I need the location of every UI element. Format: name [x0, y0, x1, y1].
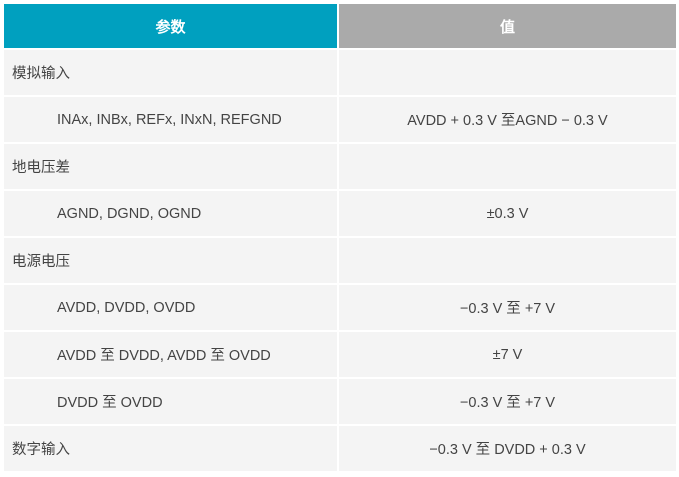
table-row: AGND, DGND, OGND ±0.3 V	[4, 191, 676, 236]
table-row: 数字输入 −0.3 V 至 DVDD + 0.3 V	[4, 426, 676, 471]
parameter-cell: 电源电压	[4, 238, 337, 283]
table-row: AVDD, DVDD, OVDD −0.3 V 至 +7 V	[4, 285, 676, 330]
parameter-cell: AVDD, DVDD, OVDD	[4, 285, 337, 330]
parameter-cell: DVDD 至 OVDD	[4, 379, 337, 424]
value-cell: −0.3 V 至 +7 V	[339, 379, 676, 424]
table-row: AVDD 至 DVDD, AVDD 至 OVDD ±7 V	[4, 332, 676, 377]
value-cell: AVDD + 0.3 V 至AGND − 0.3 V	[339, 97, 676, 142]
table-header-row: 参数 值	[4, 4, 676, 48]
parameter-cell: INAx, INBx, REFx, INxN, REFGND	[4, 97, 337, 142]
value-cell	[339, 144, 676, 189]
table-row: DVDD 至 OVDD −0.3 V 至 +7 V	[4, 379, 676, 424]
header-parameter: 参数	[4, 4, 337, 48]
value-cell: ±7 V	[339, 332, 676, 377]
value-cell: ±0.3 V	[339, 191, 676, 236]
value-cell: −0.3 V 至 DVDD + 0.3 V	[339, 426, 676, 471]
table-row: 电源电压	[4, 238, 676, 283]
header-value: 值	[339, 4, 676, 48]
table-row: 模拟输入	[4, 50, 676, 95]
table-row: INAx, INBx, REFx, INxN, REFGND AVDD + 0.3…	[4, 97, 676, 142]
parameter-cell: 数字输入	[4, 426, 337, 471]
value-cell	[339, 50, 676, 95]
value-cell	[339, 238, 676, 283]
parameter-cell: AGND, DGND, OGND	[4, 191, 337, 236]
table-row: 地电压差	[4, 144, 676, 189]
parameter-cell: 地电压差	[4, 144, 337, 189]
parameter-cell: AVDD 至 DVDD, AVDD 至 OVDD	[4, 332, 337, 377]
parameter-cell: 模拟输入	[4, 50, 337, 95]
value-cell: −0.3 V 至 +7 V	[339, 285, 676, 330]
